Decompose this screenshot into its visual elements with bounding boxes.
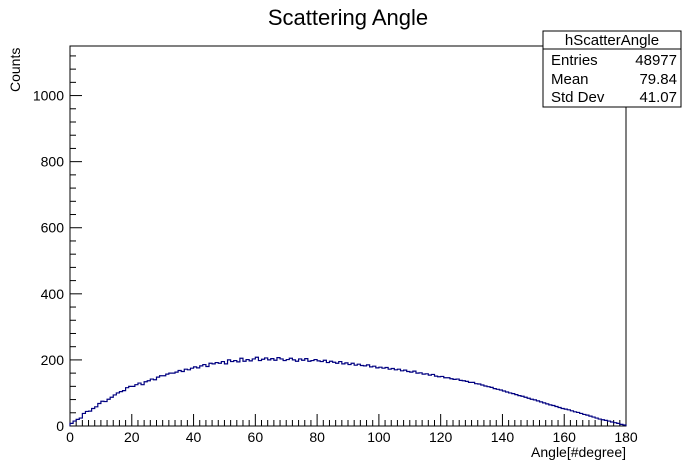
x-axis: 0 20 40 60 80 100 120 140 160 180 xyxy=(66,414,638,445)
stats-box-frame xyxy=(542,30,682,108)
y-tick-label: 200 xyxy=(41,352,65,368)
x-tick-label: 40 xyxy=(186,429,202,445)
y-tick-label: 800 xyxy=(41,154,65,170)
y-tick-label: 0 xyxy=(56,418,64,434)
stats-entries-value: 48977 xyxy=(635,52,677,69)
stats-entries-label: Entries xyxy=(551,52,598,69)
stats-mean-label: Mean xyxy=(551,71,589,88)
x-tick-label: 120 xyxy=(429,429,453,445)
y-axis: 0 200 400 600 800 1000 xyxy=(33,55,82,434)
x-tick-label: 20 xyxy=(124,429,140,445)
x-tick-label: 180 xyxy=(614,429,638,445)
chart-title: Scattering Angle xyxy=(268,5,428,30)
y-tick-label: 400 xyxy=(41,286,65,302)
y-axis-title: Counts xyxy=(7,48,23,92)
histogram-series xyxy=(69,356,627,426)
x-tick-label: 0 xyxy=(66,429,74,445)
stats-stddev-label: Std Dev xyxy=(551,89,605,106)
stats-mean-value: 79.84 xyxy=(639,71,677,88)
x-tick-label: 100 xyxy=(367,429,391,445)
x-tick-label: 160 xyxy=(553,429,577,445)
x-tick-label: 140 xyxy=(491,429,515,445)
x-tick-label: 80 xyxy=(309,429,325,445)
stats-stddev-value: 41.07 xyxy=(639,89,677,106)
x-axis-title: Angle[#degree] xyxy=(531,444,626,460)
stats-box: hScatterAngle Entries 48977 Mean 79.84 S… xyxy=(542,30,682,108)
x-tick-label: 60 xyxy=(248,429,264,445)
histogram-line xyxy=(69,356,627,426)
stats-box-title: hScatterAngle xyxy=(565,32,659,49)
y-tick-label: 600 xyxy=(41,220,65,236)
y-tick-label: 1000 xyxy=(33,88,64,104)
